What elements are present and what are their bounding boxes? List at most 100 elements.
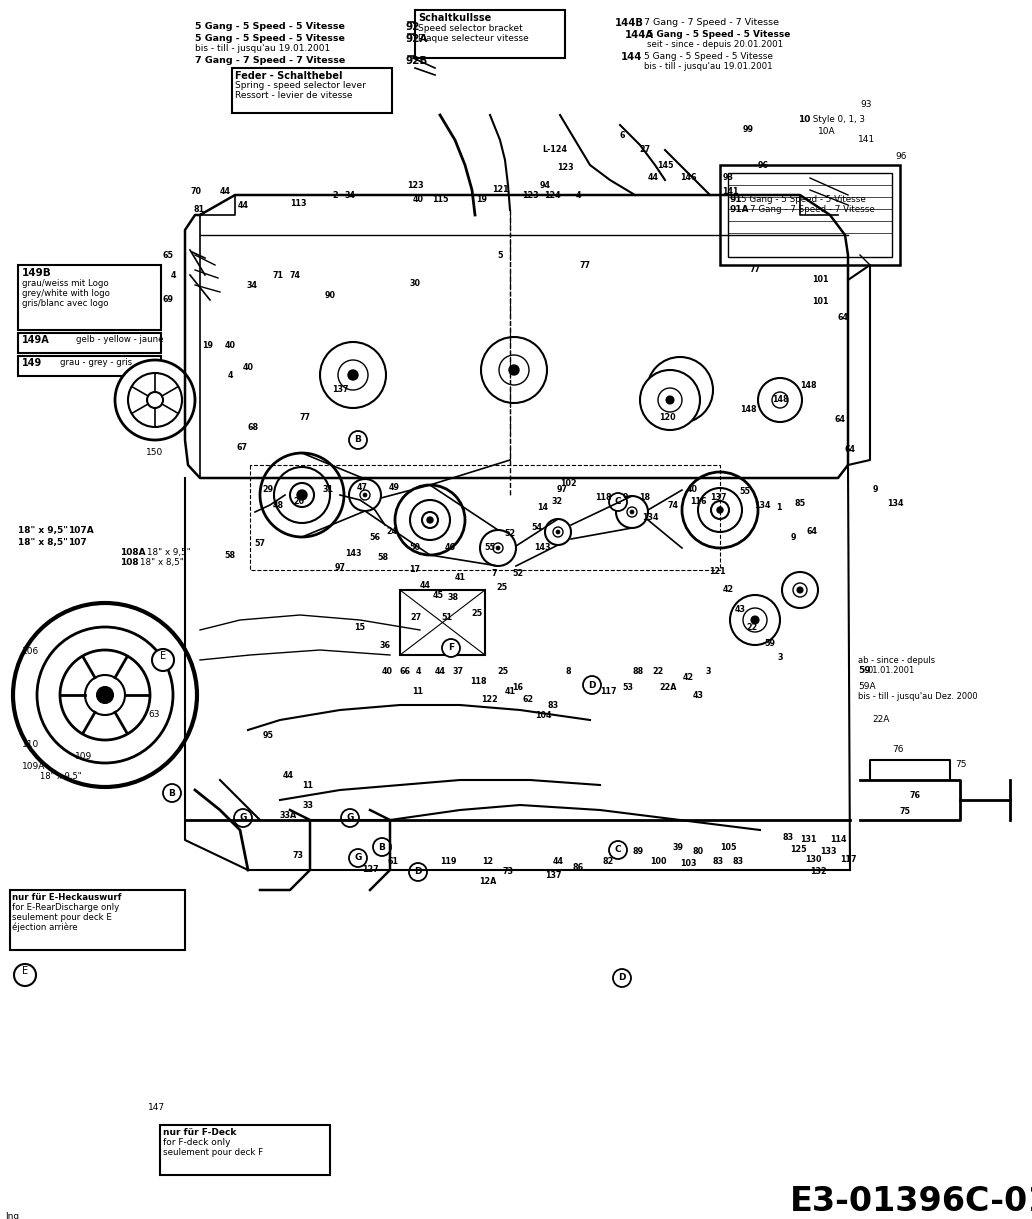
Circle shape bbox=[613, 969, 631, 987]
Text: 44: 44 bbox=[647, 173, 658, 183]
Text: 66: 66 bbox=[399, 668, 411, 677]
Text: 92B: 92B bbox=[405, 56, 427, 66]
Text: 40: 40 bbox=[225, 340, 235, 350]
Text: 62: 62 bbox=[522, 696, 534, 705]
Text: 99: 99 bbox=[742, 126, 753, 134]
Text: B: B bbox=[379, 842, 385, 852]
Text: 121: 121 bbox=[491, 185, 509, 195]
Circle shape bbox=[493, 542, 503, 553]
Text: 89: 89 bbox=[633, 847, 644, 857]
Text: 74: 74 bbox=[668, 501, 678, 510]
Text: 55: 55 bbox=[484, 542, 495, 551]
Text: 134: 134 bbox=[753, 501, 770, 510]
Text: 59A: 59A bbox=[858, 681, 875, 691]
Text: B: B bbox=[355, 435, 361, 445]
Bar bbox=[160, 1125, 330, 1175]
Text: 3: 3 bbox=[777, 653, 782, 662]
Text: 64: 64 bbox=[835, 416, 845, 424]
Text: 46: 46 bbox=[445, 544, 455, 552]
Text: 41: 41 bbox=[454, 573, 465, 581]
Text: 83: 83 bbox=[712, 857, 723, 867]
Text: 123: 123 bbox=[407, 180, 423, 189]
Text: 109A: 109A bbox=[22, 762, 45, 770]
Text: 149B: 149B bbox=[22, 268, 52, 278]
Circle shape bbox=[13, 603, 197, 787]
Circle shape bbox=[422, 512, 438, 528]
Text: 18" x 9,5": 18" x 9,5" bbox=[40, 772, 82, 781]
Text: 19: 19 bbox=[477, 195, 487, 205]
Text: 68: 68 bbox=[248, 423, 259, 433]
Text: 108A: 108A bbox=[120, 549, 146, 557]
Text: 22: 22 bbox=[746, 623, 757, 633]
Text: 132: 132 bbox=[810, 868, 827, 876]
Text: 119: 119 bbox=[440, 857, 456, 867]
Text: 141: 141 bbox=[721, 188, 738, 196]
Text: 75: 75 bbox=[955, 759, 967, 769]
Circle shape bbox=[348, 371, 358, 380]
Text: 6: 6 bbox=[619, 130, 624, 139]
Text: G: G bbox=[239, 813, 247, 823]
Circle shape bbox=[360, 490, 370, 500]
Text: 133: 133 bbox=[819, 847, 836, 857]
Text: 7 Gang - 7 Speed - 7 Vitesse: 7 Gang - 7 Speed - 7 Vitesse bbox=[750, 205, 875, 215]
Text: 108: 108 bbox=[120, 558, 138, 567]
Text: D: D bbox=[588, 680, 595, 690]
Circle shape bbox=[553, 527, 563, 538]
Circle shape bbox=[349, 848, 367, 867]
Bar bbox=[415, 10, 565, 59]
Circle shape bbox=[14, 964, 36, 986]
Text: bis - till - jusqu'au 19.01.2001: bis - till - jusqu'au 19.01.2001 bbox=[644, 62, 773, 71]
Text: 77: 77 bbox=[580, 261, 590, 269]
Text: 29: 29 bbox=[262, 485, 273, 495]
Text: 25: 25 bbox=[472, 610, 483, 618]
Circle shape bbox=[128, 373, 182, 427]
Text: 18" x 9,5": 18" x 9,5" bbox=[147, 549, 191, 557]
Text: 92A: 92A bbox=[405, 34, 427, 44]
Text: 69: 69 bbox=[162, 295, 173, 305]
Text: 148: 148 bbox=[772, 395, 788, 405]
Text: 53: 53 bbox=[622, 684, 634, 692]
Text: 150: 150 bbox=[147, 449, 164, 457]
Text: 143: 143 bbox=[345, 550, 361, 558]
Text: 44: 44 bbox=[552, 857, 563, 867]
Text: G: G bbox=[347, 813, 354, 823]
Text: 5 Gang - 5 Speed - 5 Vitesse: 5 Gang - 5 Speed - 5 Vitesse bbox=[741, 195, 866, 204]
Bar bbox=[720, 165, 900, 265]
Text: gris/blanc avec logo: gris/blanc avec logo bbox=[22, 299, 108, 308]
Circle shape bbox=[290, 483, 314, 507]
Text: 91: 91 bbox=[730, 195, 743, 204]
Circle shape bbox=[717, 507, 723, 513]
Text: 95: 95 bbox=[262, 730, 273, 740]
Text: 42: 42 bbox=[682, 674, 694, 683]
Text: 8: 8 bbox=[566, 668, 571, 677]
Text: 27: 27 bbox=[411, 613, 421, 623]
Circle shape bbox=[338, 360, 368, 390]
Bar bbox=[18, 356, 161, 375]
Circle shape bbox=[682, 472, 757, 549]
Bar bbox=[400, 590, 485, 655]
Text: 30: 30 bbox=[410, 278, 420, 288]
Text: 121: 121 bbox=[709, 568, 725, 577]
Text: 24: 24 bbox=[386, 528, 397, 536]
Text: 11: 11 bbox=[302, 780, 314, 790]
Text: 17: 17 bbox=[410, 566, 420, 574]
Text: 127: 127 bbox=[361, 865, 379, 874]
Text: Ressort - levier de vitesse: Ressort - levier de vitesse bbox=[235, 91, 353, 100]
Text: 71: 71 bbox=[272, 271, 284, 279]
Bar bbox=[232, 68, 392, 113]
Circle shape bbox=[743, 608, 767, 631]
Text: for E-RearDischarge only: for E-RearDischarge only bbox=[12, 903, 120, 912]
Text: 58: 58 bbox=[224, 551, 235, 560]
Text: 11: 11 bbox=[413, 688, 423, 696]
Bar bbox=[10, 890, 185, 950]
Text: 7 Gang - 7 Speed - 7 Vitesse: 7 Gang - 7 Speed - 7 Vitesse bbox=[195, 56, 346, 65]
Text: 9: 9 bbox=[791, 534, 796, 542]
Text: 44: 44 bbox=[283, 770, 293, 779]
Text: 44: 44 bbox=[434, 668, 446, 677]
Text: 148: 148 bbox=[740, 406, 756, 414]
Text: 118: 118 bbox=[470, 678, 486, 686]
Circle shape bbox=[115, 360, 195, 440]
Text: 130: 130 bbox=[805, 856, 821, 864]
Text: 27: 27 bbox=[640, 145, 650, 155]
Text: Style 0, 1, 3: Style 0, 1, 3 bbox=[810, 115, 865, 124]
